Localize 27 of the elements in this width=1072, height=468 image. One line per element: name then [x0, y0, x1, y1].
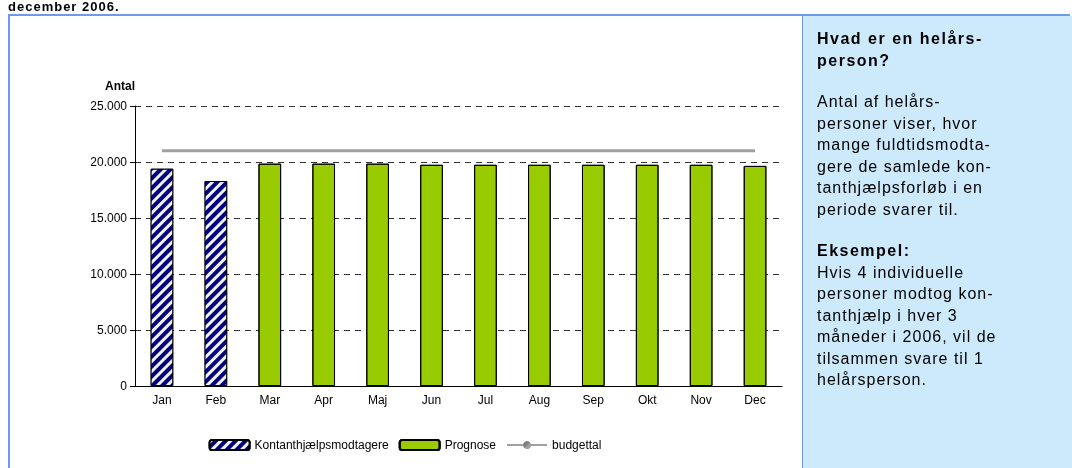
x-tick-label: Jul — [477, 393, 494, 407]
x-tick-label: Dec — [744, 393, 766, 407]
x-tick-label: Sep — [582, 393, 605, 407]
y-axis-title: Antal — [105, 79, 135, 93]
y-tick-label: 5.000 — [96, 323, 128, 337]
y-tick-label: 25.000 — [90, 99, 128, 113]
x-tick-label: Jun — [421, 393, 442, 407]
legend-label: budgettal — [552, 438, 602, 452]
y-tick-label: 10.000 — [90, 267, 128, 281]
y-tick-label: 0 — [120, 379, 128, 393]
x-tick-label: Feb — [205, 393, 227, 407]
x-tick-label: Maj — [367, 393, 388, 407]
text: Antal af helårs- personer viser, hvor mange fuldtidsmodta- gere de samlede kon- tanthjælpsforløb i en periode svarer til. — [817, 92, 993, 220]
x-tick-label: Apr — [314, 393, 334, 407]
x-tick-label: Jan — [152, 393, 172, 407]
text: december 2006. — [8, 0, 120, 14]
text: Hvis 4 individuelle personer modtog kon- tanthjælp i hver 3 måneder i 2006, vil de tilsammen svare til 1 helårsperson. — [817, 262, 998, 390]
y-tick-label: 20.000 — [90, 155, 128, 169]
text: Hvad er en helårs- person? — [817, 29, 984, 71]
legend-label: Kontanthjælpsmodtagere — [254, 438, 389, 452]
legend-label: Prognose — [444, 438, 497, 452]
x-tick-label: Mar — [259, 393, 281, 407]
text: Eksempel: — [817, 241, 912, 261]
x-tick-label: Nov — [690, 393, 712, 407]
x-tick-label: Aug — [528, 393, 551, 407]
x-tick-label: Okt — [637, 393, 658, 407]
y-tick-label: 15.000 — [90, 211, 128, 225]
